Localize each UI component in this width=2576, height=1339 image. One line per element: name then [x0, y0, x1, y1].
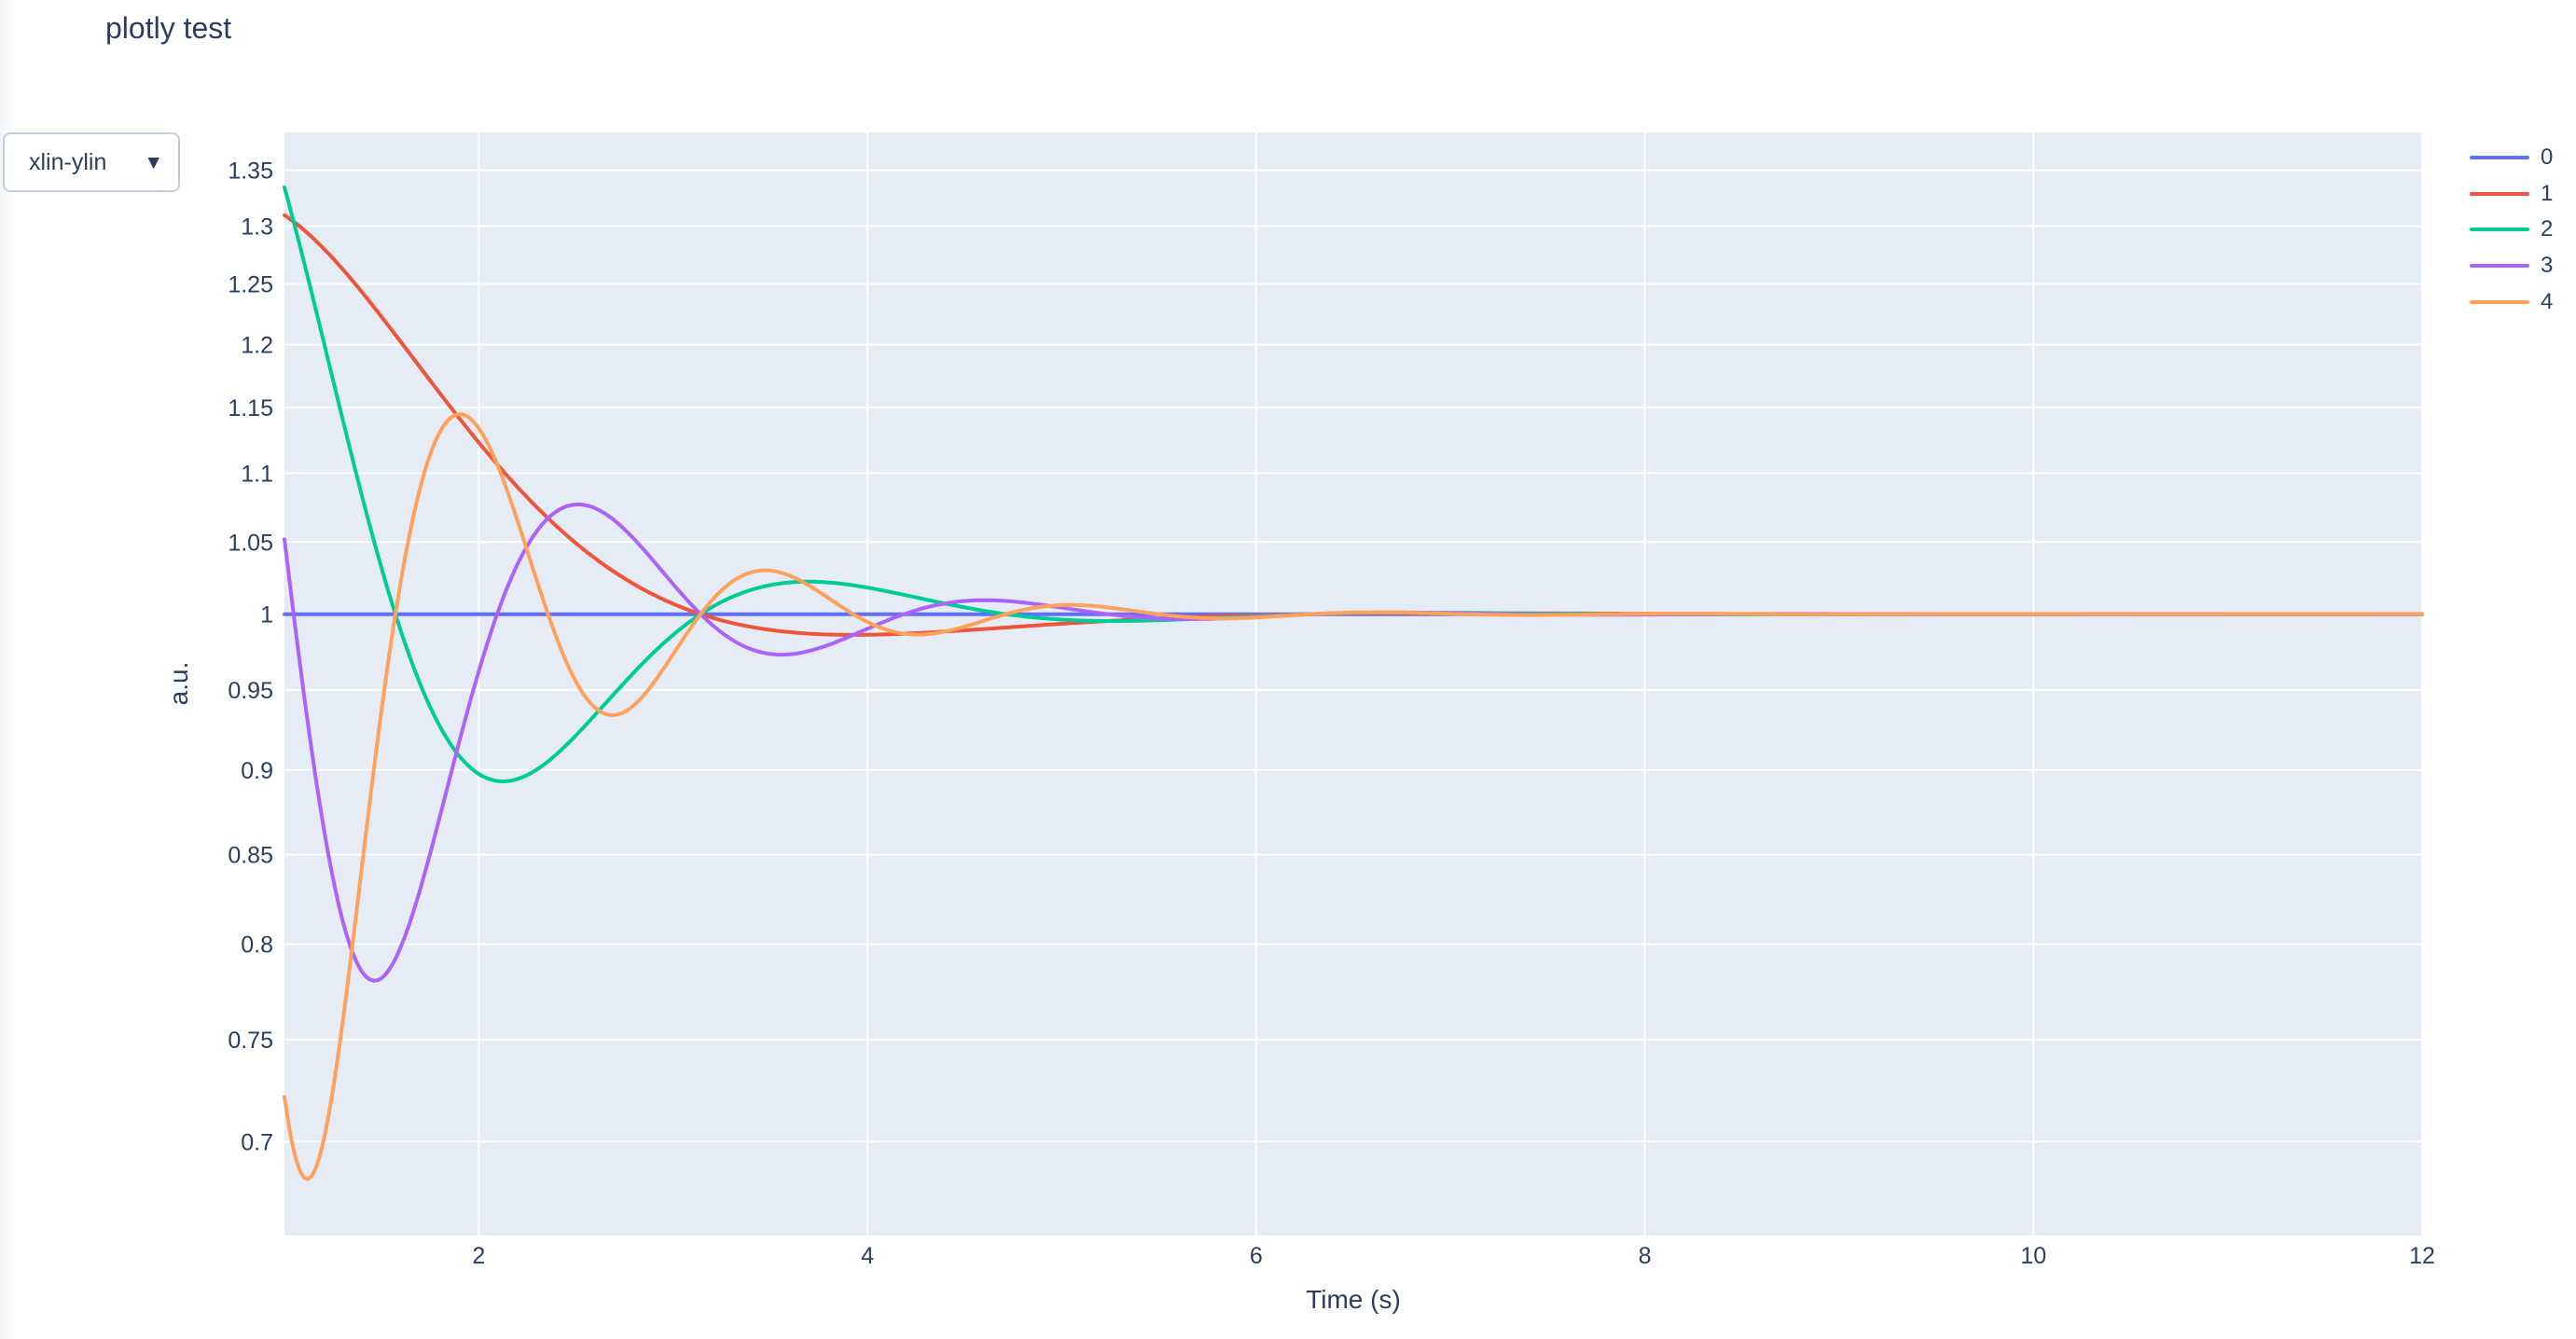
page-edge-shading: [0, 0, 15, 1339]
y-tick-label: 1.15: [228, 395, 273, 421]
y-tick-label: 1.35: [228, 159, 273, 185]
legend-item-1[interactable]: 1: [2470, 176, 2553, 213]
y-tick-label: 1: [260, 602, 273, 628]
x-tick-label: 10: [2020, 1243, 2046, 1269]
y-tick-label: 1.05: [228, 530, 273, 556]
legend-label: 1: [2541, 180, 2554, 206]
legend-line-sample: [2470, 264, 2529, 269]
series-line-4[interactable]: [283, 412, 2424, 1181]
y-tick-label: 1.2: [241, 332, 273, 358]
legend-line-sample: [2470, 299, 2529, 304]
x-tick-label: 4: [861, 1243, 874, 1269]
x-tick-label: 2: [472, 1243, 485, 1269]
chart-title: plotly test: [105, 11, 232, 45]
y-tick-label: 1.25: [228, 272, 273, 298]
legend-line-sample: [2470, 156, 2529, 160]
y-tick-label: 0.7: [241, 1129, 273, 1155]
legend-line-sample: [2470, 228, 2529, 232]
y-tick-label: 0.95: [228, 678, 273, 704]
legend-label: 3: [2541, 253, 2554, 279]
x-tick-label: 8: [1639, 1243, 1652, 1269]
legend-line-sample: [2470, 191, 2529, 196]
legend-item-4[interactable]: 4: [2470, 283, 2553, 320]
y-tick-label: 0.9: [241, 758, 273, 784]
y-tick-label: 0.75: [228, 1028, 273, 1054]
x-tick-label: 6: [1250, 1243, 1263, 1269]
axis-scale-dropdown[interactable]: xlin-ylin ▼: [3, 132, 180, 192]
legend-label: 0: [2541, 145, 2554, 171]
plot-area[interactable]: [284, 132, 2422, 1235]
legend-item-0[interactable]: 0: [2470, 140, 2553, 176]
dropdown-caret-icon: ▼: [144, 151, 163, 173]
legend-item-2[interactable]: 2: [2470, 212, 2553, 248]
legend: 0 1 2 3 4: [2470, 140, 2553, 320]
y-tick-label: 1.3: [241, 214, 273, 240]
x-axis-title: Time (s): [1306, 1285, 1401, 1314]
axis-scale-dropdown-label: xlin-ylin: [29, 148, 107, 175]
y-tick-label: 0.85: [228, 842, 273, 868]
y-tick-label: 1.1: [241, 461, 273, 487]
legend-label: 4: [2541, 288, 2554, 314]
y-axis-title: a.u.: [164, 661, 193, 706]
x-tick-label: 12: [2409, 1243, 2435, 1269]
legend-label: 2: [2541, 216, 2554, 242]
legend-item-3[interactable]: 3: [2470, 248, 2553, 284]
y-tick-label: 0.8: [241, 932, 273, 959]
